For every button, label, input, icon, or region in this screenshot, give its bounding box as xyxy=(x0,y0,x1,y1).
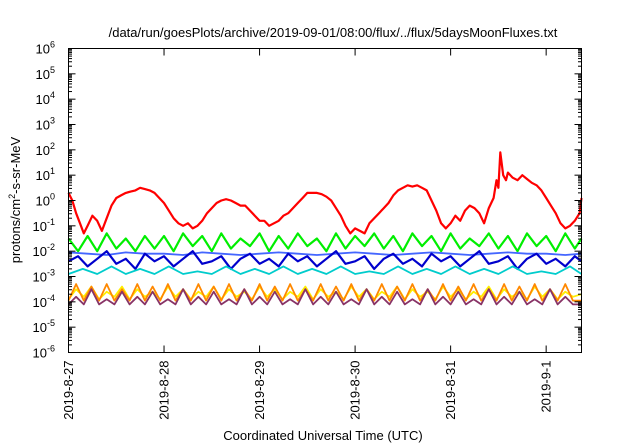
y-tick-base: 10 xyxy=(33,244,47,259)
series-line-3 xyxy=(67,250,583,270)
y-tick-label: 10-6 xyxy=(33,344,55,361)
series-line-4 xyxy=(68,265,582,275)
plot-frame xyxy=(68,48,582,353)
x-tick-label: 2019-8-31 xyxy=(443,361,458,420)
y-tick-exponent: 3 xyxy=(50,116,55,126)
y-tick-base: 10 xyxy=(33,219,47,234)
y-axis: 10610510410310210110010-110-210-310-410-… xyxy=(33,40,582,361)
y-tick-label: 10-1 xyxy=(33,217,55,234)
y-tick-label: 102 xyxy=(36,141,55,158)
x-axis-label: Coordinated Universal Time (UTC) xyxy=(223,428,422,443)
y-tick-label: 101 xyxy=(36,166,55,183)
y-axis-label-superscript: 2 xyxy=(7,194,17,199)
y-tick-exponent: -2 xyxy=(47,242,55,252)
y-tick-label: 103 xyxy=(36,116,55,133)
y-tick-exponent: 5 xyxy=(50,65,55,75)
y-tick-base: 10 xyxy=(36,143,50,158)
y-tick-exponent: -6 xyxy=(47,344,55,354)
y-tick-base: 10 xyxy=(36,168,50,183)
y-tick-label: 100 xyxy=(36,192,55,209)
y-tick-base: 10 xyxy=(36,118,50,133)
y-tick-exponent: -5 xyxy=(47,318,55,328)
y-axis-label: protons/cm2-s-sr-MeV xyxy=(7,136,23,263)
y-tick-exponent: -1 xyxy=(47,217,55,227)
x-tick-label: 2019-8-27 xyxy=(61,361,76,420)
x-tick-label: 2019-8-29 xyxy=(252,361,267,420)
y-tick-label: 105 xyxy=(36,65,55,82)
y-tick-label: 106 xyxy=(36,40,55,57)
chart-title: /data/run/goesPlots/archive/2019-09-01/0… xyxy=(109,25,558,40)
y-tick-base: 10 xyxy=(33,295,47,310)
y-tick-exponent: 2 xyxy=(50,141,55,151)
y-axis-label-prefix: protons/cm xyxy=(8,199,23,263)
series-line-2 xyxy=(68,251,582,256)
y-tick-exponent: 0 xyxy=(50,192,55,202)
x-tick-label: 2019-8-28 xyxy=(157,361,172,420)
series-layer xyxy=(67,151,583,306)
y-tick-exponent: 1 xyxy=(50,166,55,176)
y-tick-label: 10-5 xyxy=(33,318,55,335)
x-axis: 2019-8-27 2019-8-28 2019-8-29 2019-8-30 2019… xyxy=(61,48,554,420)
y-tick-exponent: -3 xyxy=(47,268,55,278)
y-tick-exponent: 6 xyxy=(50,40,55,50)
y-tick-base: 10 xyxy=(36,194,50,209)
x-tick-label: 2019-8-30 xyxy=(348,361,363,420)
y-tick-exponent: -4 xyxy=(47,293,55,303)
y-tick-base: 10 xyxy=(33,346,47,361)
y-tick-base: 10 xyxy=(36,42,50,57)
y-tick-label: 104 xyxy=(36,90,55,107)
y-tick-base: 10 xyxy=(36,92,50,107)
y-tick-label: 10-4 xyxy=(33,293,55,310)
y-tick-base: 10 xyxy=(33,270,47,285)
y-tick-base: 10 xyxy=(36,67,50,82)
y-tick-base: 10 xyxy=(33,320,47,335)
series-line-6 xyxy=(67,283,582,302)
series-line-0 xyxy=(67,151,583,235)
y-tick-label: 10-3 xyxy=(33,268,55,285)
x-tick-label: 2019-9-1 xyxy=(539,361,554,413)
y-axis-label-suffix: -s-sr-MeV xyxy=(8,136,23,193)
y-tick-label: 10-2 xyxy=(33,242,55,259)
series-line-7 xyxy=(67,288,582,306)
series-line-1 xyxy=(67,232,583,253)
y-tick-exponent: 4 xyxy=(50,90,55,100)
